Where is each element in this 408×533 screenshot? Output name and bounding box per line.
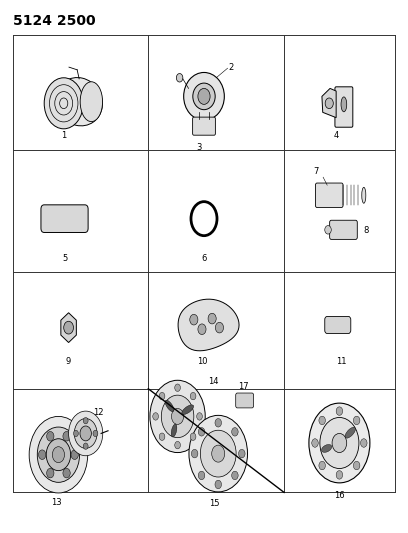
Circle shape [190, 392, 196, 400]
Circle shape [353, 416, 360, 425]
Circle shape [159, 392, 165, 400]
Circle shape [175, 441, 180, 449]
Circle shape [83, 417, 88, 424]
Circle shape [190, 314, 198, 325]
Circle shape [336, 471, 343, 479]
Ellipse shape [345, 427, 355, 438]
Circle shape [64, 321, 73, 334]
Circle shape [197, 413, 202, 420]
Polygon shape [322, 88, 336, 118]
Circle shape [74, 418, 97, 448]
Circle shape [312, 439, 318, 447]
Circle shape [208, 313, 216, 324]
Ellipse shape [182, 405, 194, 415]
Ellipse shape [322, 445, 332, 453]
Text: 8: 8 [364, 226, 369, 235]
Circle shape [52, 447, 64, 463]
Circle shape [198, 471, 205, 480]
Circle shape [63, 469, 70, 478]
FancyBboxPatch shape [236, 393, 254, 408]
Circle shape [46, 439, 71, 471]
Polygon shape [61, 313, 76, 343]
Ellipse shape [165, 400, 174, 411]
Circle shape [215, 480, 222, 489]
FancyBboxPatch shape [335, 87, 353, 127]
Circle shape [336, 407, 343, 415]
Text: 15: 15 [209, 499, 220, 508]
Circle shape [361, 439, 367, 447]
Circle shape [47, 469, 54, 478]
Circle shape [320, 417, 359, 469]
Text: 12: 12 [93, 408, 103, 417]
Circle shape [200, 430, 236, 477]
Circle shape [175, 384, 180, 391]
Text: 5124 2500: 5124 2500 [13, 14, 95, 28]
FancyBboxPatch shape [41, 205, 88, 232]
Circle shape [353, 461, 360, 470]
Circle shape [73, 430, 78, 437]
Circle shape [319, 461, 326, 470]
Circle shape [69, 411, 103, 456]
Circle shape [232, 471, 238, 480]
Circle shape [44, 78, 83, 129]
Ellipse shape [56, 77, 102, 126]
FancyBboxPatch shape [330, 220, 357, 239]
Circle shape [38, 450, 46, 459]
Text: 1: 1 [61, 131, 67, 140]
Text: 10: 10 [197, 357, 207, 366]
Text: 17: 17 [239, 382, 249, 391]
Polygon shape [178, 299, 239, 351]
Text: 13: 13 [51, 498, 62, 507]
Circle shape [325, 225, 331, 234]
Circle shape [198, 427, 205, 436]
Text: 2: 2 [228, 63, 234, 71]
Circle shape [189, 415, 248, 492]
Circle shape [63, 432, 70, 441]
Ellipse shape [80, 82, 102, 122]
Circle shape [80, 426, 91, 441]
Circle shape [150, 380, 205, 453]
Circle shape [93, 430, 98, 437]
Circle shape [171, 408, 184, 424]
Text: 14: 14 [208, 377, 219, 386]
FancyBboxPatch shape [193, 117, 215, 135]
Text: 6: 6 [201, 254, 207, 263]
Circle shape [29, 416, 88, 493]
Circle shape [159, 433, 165, 440]
Text: 3: 3 [196, 143, 202, 151]
Circle shape [215, 322, 224, 333]
Ellipse shape [341, 97, 347, 112]
Circle shape [198, 324, 206, 335]
Circle shape [161, 395, 194, 438]
Circle shape [71, 450, 78, 459]
Circle shape [212, 445, 225, 462]
Circle shape [153, 413, 158, 420]
Ellipse shape [171, 424, 177, 437]
Text: 11: 11 [336, 357, 347, 366]
Circle shape [47, 432, 54, 441]
Circle shape [83, 443, 88, 449]
FancyBboxPatch shape [315, 183, 343, 207]
Circle shape [215, 418, 222, 427]
Circle shape [239, 449, 245, 458]
Circle shape [232, 427, 238, 436]
Circle shape [325, 98, 333, 109]
Text: 16: 16 [334, 491, 345, 500]
Circle shape [191, 449, 198, 458]
Circle shape [198, 88, 210, 104]
Text: 4: 4 [333, 131, 339, 140]
Circle shape [176, 74, 183, 82]
Circle shape [332, 433, 347, 453]
Circle shape [190, 433, 196, 440]
Text: 7: 7 [313, 167, 319, 176]
Circle shape [309, 403, 370, 483]
FancyBboxPatch shape [325, 317, 351, 334]
Ellipse shape [193, 83, 215, 110]
Text: 9: 9 [66, 357, 71, 366]
Ellipse shape [184, 72, 224, 120]
Circle shape [319, 416, 326, 425]
Text: 5: 5 [62, 254, 67, 263]
Ellipse shape [362, 187, 366, 203]
Circle shape [37, 427, 80, 482]
